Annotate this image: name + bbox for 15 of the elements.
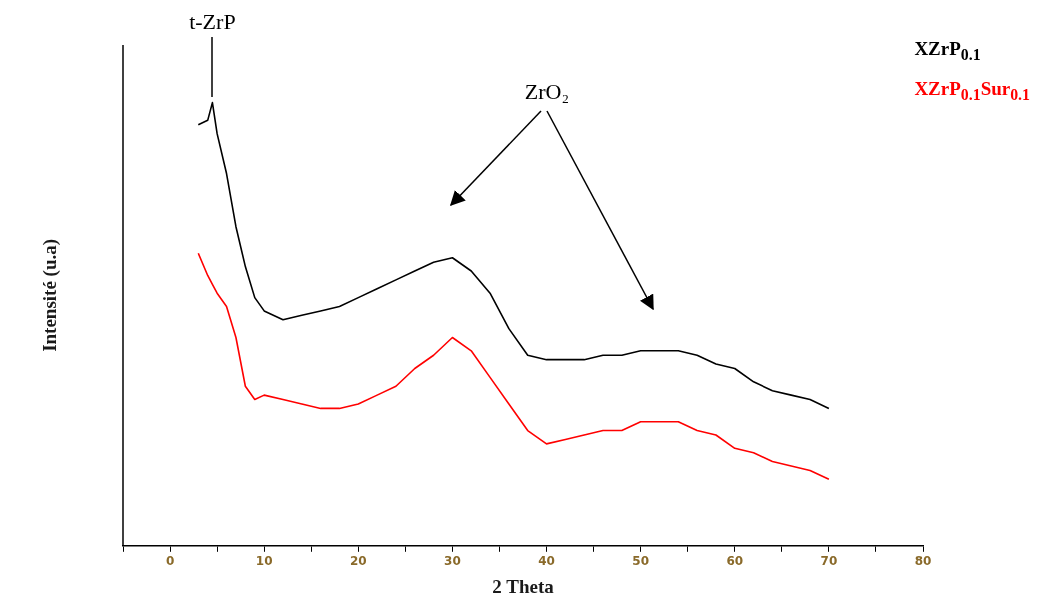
text: XZrP$_{0.1}$ bbox=[914, 38, 982, 64]
x-tick-label: 80 bbox=[914, 554, 932, 569]
x-tick-label: 70 bbox=[820, 554, 838, 569]
x-tick-label: 40 bbox=[538, 554, 555, 569]
x-tick-label: 10 bbox=[255, 554, 273, 569]
annotation: t-ZrP bbox=[188, 8, 237, 35]
y-axis-title: Intensité (u.a) bbox=[38, 238, 61, 352]
text: XZrP$_{0.1}$Sur$_{0.1}$ bbox=[914, 77, 1030, 104]
x-tick-label: 20 bbox=[349, 554, 367, 569]
x-tick-label: 60 bbox=[726, 554, 744, 569]
x-tick-label: 0 bbox=[165, 554, 175, 569]
x-tick-label: 50 bbox=[632, 554, 649, 569]
x-tick-label: 30 bbox=[444, 554, 461, 569]
x-axis-title: 2 Theta bbox=[492, 575, 555, 597]
annotation: ZrO₂ bbox=[523, 79, 571, 105]
